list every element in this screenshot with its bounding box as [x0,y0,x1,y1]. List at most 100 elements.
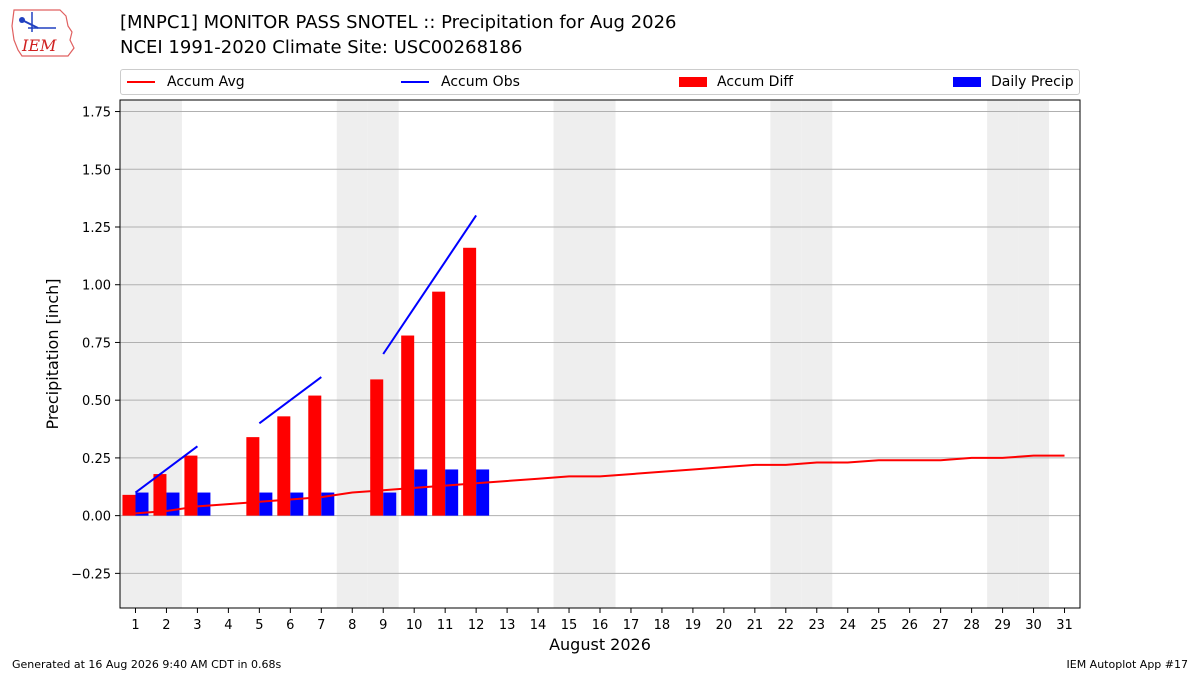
legend-item-accum-obs: Accum Obs [401,70,520,94]
daily-precip-bar [445,469,459,516]
x-tick-label: 26 [901,618,918,633]
x-tick-label: 19 [685,618,702,633]
accum-diff-bar [277,416,291,516]
accum-avg-line [135,454,1065,515]
y-tick-label: 1.50 [82,163,111,178]
x-tick-label: 13 [499,618,516,633]
legend-swatch-daily-precip [953,77,981,87]
x-tick-label: 11 [437,618,454,633]
accum-obs-line [258,376,322,425]
x-tick-label: 2 [162,618,170,633]
gridlines [120,111,1080,574]
legend: Accum Avg Accum Obs Accum Diff Daily Pre… [120,69,1080,95]
x-tick-label: 12 [468,618,485,633]
x-tick-label: 29 [994,618,1011,633]
iem-logo: IEM [11,9,75,57]
daily-precip-bar [197,492,211,516]
x-tick-label: 27 [932,618,949,633]
accum-diff-bar [246,437,260,516]
weekend-band [336,100,368,608]
daily-precip-bar [135,492,149,516]
x-tick-label: 17 [623,618,640,633]
x-tick-label: 20 [716,618,733,633]
accum-diff-bar [463,247,477,516]
weekend-shading [120,100,1050,608]
x-tick-label: 23 [809,618,826,633]
y-tick-label: 1.75 [82,106,111,121]
logo-text: IEM [21,36,57,55]
y-tick-label: 1.00 [82,279,111,294]
app-id: IEM Autoplot App #17 [1066,658,1189,671]
daily-precip-bar [383,492,397,516]
y-tick-label: 0.50 [82,394,111,409]
x-tick-label: 9 [379,618,387,633]
x-tick-label: 1 [131,618,139,633]
y-tick-label: 0.25 [82,452,111,467]
legend-swatch-accum-avg [127,81,155,83]
weekend-band [801,100,833,608]
weekend-band [770,100,802,608]
accum-diff-bar [153,474,167,516]
x-tick-label: 24 [839,618,856,633]
accum-diff-bar [122,494,136,516]
x-tick-label: 3 [193,618,201,633]
generated-timestamp: Generated at 16 Aug 2026 9:40 AM CDT in … [12,658,282,671]
x-tick-label: 7 [317,618,325,633]
accum-obs-line [382,214,477,355]
legend-label: Accum Diff [717,74,794,90]
daily-precip-bar [166,492,180,516]
x-tick-label: 30 [1025,618,1042,633]
daily-precip-bar [259,492,273,516]
legend-item-accum-avg: Accum Avg [127,70,245,94]
x-tick-label: 10 [406,618,423,633]
x-axis-label: August 2026 [549,635,651,654]
weekend-band [120,100,151,608]
x-tick-label: 14 [530,618,547,633]
legend-label: Daily Precip [991,74,1074,90]
y-tick-label: 0.75 [82,336,111,351]
legend-item-accum-diff: Accum Diff [679,70,793,94]
x-tick-label: 8 [348,618,356,633]
daily-precip-bar [321,492,335,516]
y-axis-label: Precipitation [inch] [43,278,62,429]
chart-title: [MNPC1] MONITOR PASS SNOTEL :: Precipita… [120,12,677,33]
weekend-band [987,100,1019,608]
x-tick-label: 28 [963,618,980,633]
x-tick-label: 16 [592,618,609,633]
accum-diff-bar [401,335,415,516]
daily-precip-bar [290,492,304,516]
daily-precip-bar [414,469,428,516]
x-tick-label: 31 [1056,618,1073,633]
accum-diff-bar [432,291,446,516]
legend-item-daily-precip: Daily Precip [953,70,1074,94]
legend-swatch-accum-diff [679,77,707,87]
x-tick-label: 25 [870,618,887,633]
weekend-band [1018,100,1050,608]
weekend-band [553,100,585,608]
chart-subtitle: NCEI 1991-2020 Climate Site: USC00268186 [120,37,523,58]
x-tick-label: 15 [561,618,578,633]
axes: −0.250.000.250.500.751.001.251.501.751 2 3… [71,106,1073,633]
weekend-band [584,100,616,608]
y-tick-label: −0.25 [71,567,111,582]
x-tick-label: 22 [778,618,795,633]
accum-diff-bar [370,379,384,516]
x-tick-label: 18 [654,618,671,633]
y-tick-label: 1.25 [82,221,111,236]
x-tick-label: 6 [286,618,294,633]
y-tick-label: 0.00 [82,510,111,525]
legend-label: Accum Avg [167,74,245,90]
lines [134,214,1065,515]
legend-swatch-accum-obs [401,81,429,83]
accum-obs-line [134,445,199,494]
x-tick-label: 21 [747,618,764,633]
accum-diff-bar [184,455,198,516]
daily-precip-bar [476,469,490,516]
weekend-band [150,100,182,608]
legend-label: Accum Obs [441,74,520,90]
accum-diff-bar [308,395,322,516]
x-tick-label: 4 [224,618,232,633]
bars [122,247,490,516]
x-tick-label: 5 [255,618,263,633]
